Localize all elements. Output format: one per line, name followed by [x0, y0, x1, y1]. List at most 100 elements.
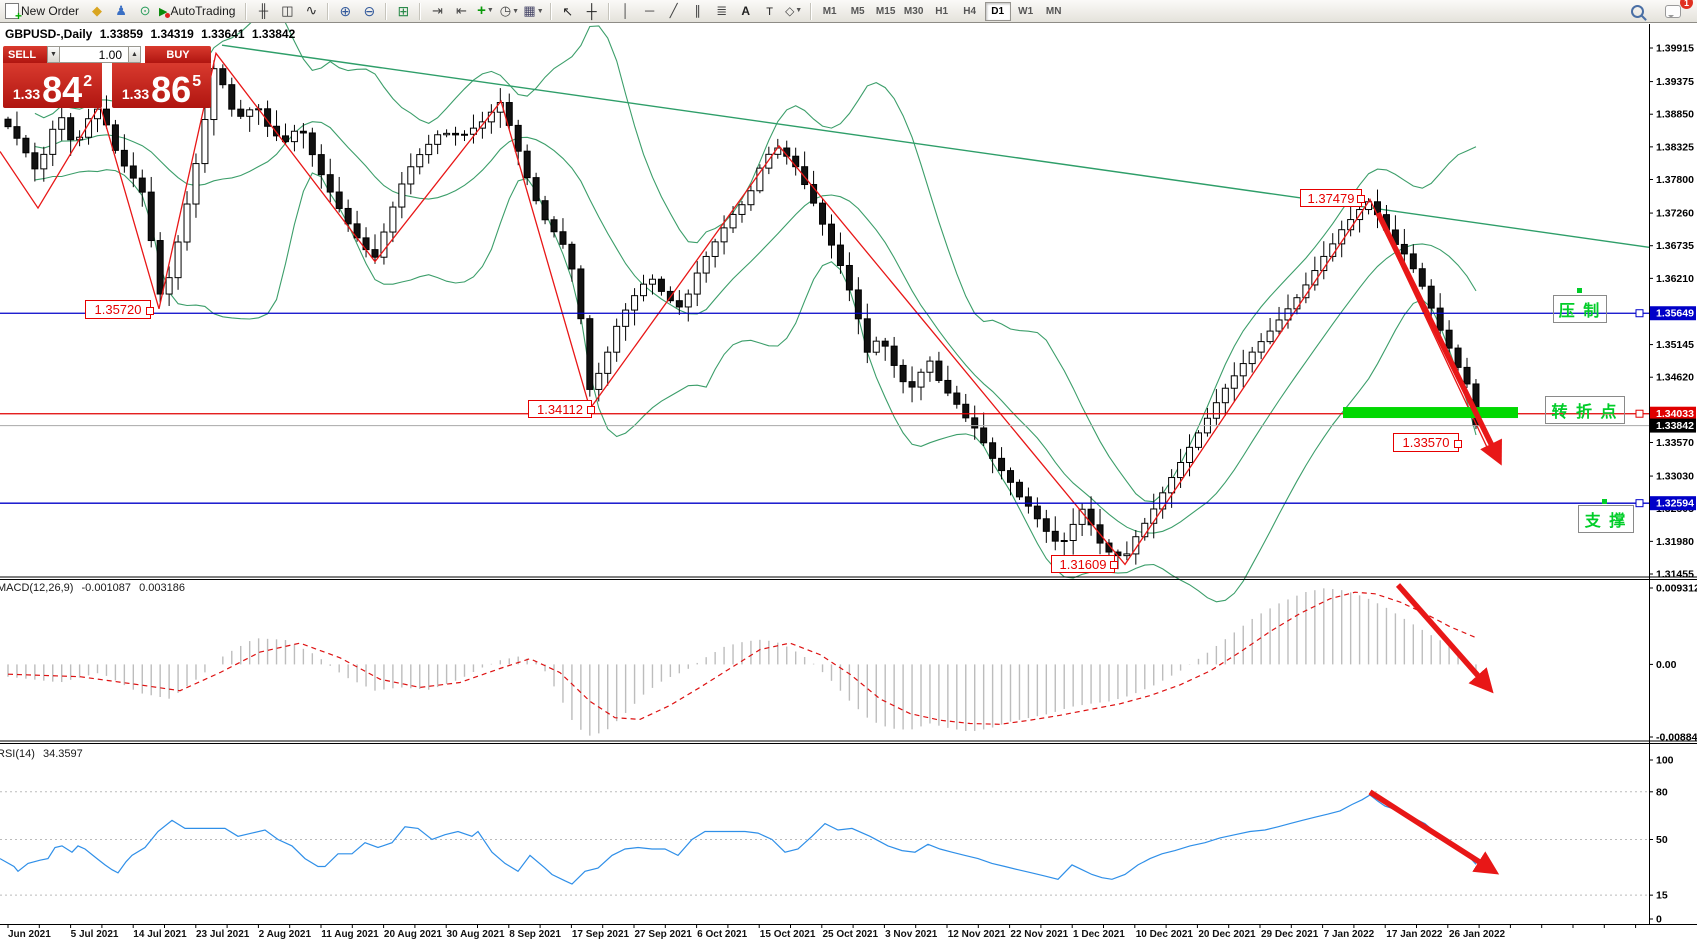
- tile-windows-button[interactable]: ⊞: [391, 2, 415, 21]
- buy-price-pip: 5: [192, 73, 202, 90]
- price-tick: 1.39375: [1656, 76, 1694, 88]
- swing-price-label[interactable]: 1.37479: [1300, 189, 1365, 207]
- search-button[interactable]: [1625, 2, 1649, 21]
- mql5-community-button[interactable]: ♟: [109, 2, 133, 21]
- autotrading-button[interactable]: ▶ AutoTrading: [157, 2, 241, 21]
- trend-arrows[interactable]: [1368, 211, 1502, 875]
- zigzag-line[interactable]: [0, 51, 1489, 566]
- chart-shift-button[interactable]: ⇤: [449, 2, 473, 21]
- cursor-button[interactable]: ↖: [556, 2, 580, 21]
- sell-button[interactable]: SELL: [3, 46, 47, 63]
- swing-price-label[interactable]: 1.34112: [528, 400, 595, 418]
- volume-increase-button[interactable]: ▲: [128, 46, 141, 63]
- text-button[interactable]: A: [734, 1, 758, 20]
- bar-chart-button[interactable]: ╫: [251, 1, 275, 20]
- price-tick: 1.35145: [1656, 339, 1694, 351]
- price-marker-label: [1650, 406, 1696, 421]
- date-tick: 17 Sep 2021: [572, 929, 630, 940]
- green-trendline[interactable]: [221, 44, 1650, 248]
- timeframe-m30-button[interactable]: M30: [903, 6, 924, 17]
- timeframe-m5-button[interactable]: M5: [850, 6, 865, 17]
- horizontal-line-button[interactable]: ─: [638, 1, 662, 20]
- rsi-value: 34.3597: [42, 748, 83, 760]
- swing-price-label[interactable]: 1.35720: [85, 300, 154, 319]
- price-tick: 1.36210: [1656, 273, 1694, 285]
- price-axis[interactable]: 1.39915 1.39375 1.38850 1.38325 1.37800 1.372…: [1649, 43, 1697, 926]
- toolbar-separator: [385, 2, 388, 20]
- buy-price-button[interactable]: 1.33 86 5: [112, 63, 211, 108]
- sell-price-big: 84: [42, 69, 83, 110]
- timeframe-mn-button[interactable]: MN: [1045, 6, 1062, 17]
- date-tick: 22 Nov 2021: [1010, 929, 1068, 940]
- templates-button[interactable]: ▦ ▼: [521, 2, 545, 21]
- price-tick: 1.34620: [1656, 372, 1694, 384]
- volume-decrease-button[interactable]: ▼: [47, 46, 60, 63]
- crosshair-button[interactable]: ┼: [580, 1, 604, 20]
- indicators-button[interactable]: + ▼: [473, 1, 497, 20]
- trendline-button[interactable]: ╱: [662, 1, 686, 20]
- line-chart-button[interactable]: ∿: [299, 1, 323, 20]
- zoom-in-icon: ⊕: [339, 2, 352, 19]
- swing-price-text: 1.37479: [1307, 190, 1355, 206]
- notifications-button[interactable]: 1: [1661, 0, 1693, 21]
- arrows-button[interactable]: ◇ ▼: [782, 1, 806, 20]
- date-tick: 15 Oct 2021: [760, 929, 816, 940]
- swing-price-label[interactable]: 1.33570: [1393, 433, 1462, 452]
- volume-input[interactable]: 1.00: [60, 46, 128, 63]
- arrows-icon: ◇: [785, 3, 795, 18]
- zoom-out-button[interactable]: ⊖: [357, 2, 381, 21]
- panel-frames: [0, 24, 1697, 925]
- date-tick: 2 Aug 2021: [259, 929, 312, 940]
- price-tick: 1.39915: [1656, 43, 1694, 55]
- date-tick: 14 Jul 2021: [133, 929, 187, 940]
- svg-text:1.33842: 1.33842: [1656, 420, 1694, 432]
- bollinger-lower: [34, 169, 1477, 603]
- fibonacci-button[interactable]: ≣: [710, 1, 734, 20]
- horizontal-level-lines[interactable]: [0, 288, 1649, 508]
- price-tick: 1.31455: [1656, 569, 1694, 581]
- date-axis[interactable]: Jun 2021 5 Jul 2021 14 Jul 2021 23 Jul 2021…: [7, 924, 1637, 941]
- timeframe-m1-button[interactable]: M1: [822, 6, 837, 17]
- date-tick: 12 Nov 2021: [948, 929, 1006, 940]
- new-order-button[interactable]: New Order: [3, 2, 85, 23]
- signals-button[interactable]: ⊙: [133, 2, 157, 21]
- timeframe-w1-button[interactable]: W1: [1018, 6, 1034, 17]
- zone-text-label[interactable]: 支 撑: [1578, 505, 1634, 533]
- text-icon: A: [741, 3, 750, 18]
- line-selection-handle: [1635, 499, 1644, 508]
- rsi-panel-series: [0, 791, 1649, 896]
- auto-scroll-button[interactable]: ⇥: [425, 2, 449, 21]
- mql5-community-icon: ♟: [115, 3, 127, 18]
- sell-price-button[interactable]: 1.33 84 2: [3, 63, 102, 108]
- svg-text:1.34033: 1.34033: [1656, 408, 1694, 420]
- support-highlight-bar: [1343, 407, 1518, 419]
- price-tick: 1.38850: [1656, 109, 1694, 121]
- new-order-icon: [5, 3, 22, 23]
- candlestick-chart-button[interactable]: ◫: [275, 2, 299, 21]
- label-handle: [1357, 195, 1365, 203]
- date-tick: 5 Jul 2021: [71, 929, 119, 940]
- timeframe-m15-button[interactable]: M15: [875, 6, 896, 17]
- date-tick: 1 Dec 2021: [1073, 929, 1125, 940]
- zone-text-label[interactable]: 转 折 点: [1545, 396, 1625, 424]
- metaeditor-button[interactable]: ◆: [85, 2, 109, 21]
- equidistant-channel-button[interactable]: ∥: [686, 1, 710, 20]
- price-tick: 1.37260: [1656, 208, 1694, 220]
- notification-badge: 1: [1680, 0, 1693, 9]
- swing-price-text: 1.35720: [94, 302, 142, 317]
- zone-text-label[interactable]: 压 制: [1553, 295, 1607, 323]
- timeframe-d1-button[interactable]: D1: [984, 2, 1011, 21]
- buy-button[interactable]: BUY: [145, 46, 211, 63]
- periods-button[interactable]: ◷ ▼: [497, 2, 521, 21]
- rsi-tick: 0: [1656, 914, 1662, 926]
- date-tick: Jun 2021: [8, 929, 51, 940]
- timeframe-h1-button[interactable]: H1: [935, 6, 949, 17]
- vertical-line-button[interactable]: │: [614, 1, 638, 20]
- rsi-line: [0, 794, 1477, 885]
- text-label-button[interactable]: T: [758, 2, 782, 21]
- zoom-in-button[interactable]: ⊕: [333, 2, 357, 21]
- vertical-line-icon: │: [621, 2, 630, 18]
- timeframe-h4-button[interactable]: H4: [963, 6, 977, 17]
- swing-price-label[interactable]: 1.31609: [1051, 555, 1118, 573]
